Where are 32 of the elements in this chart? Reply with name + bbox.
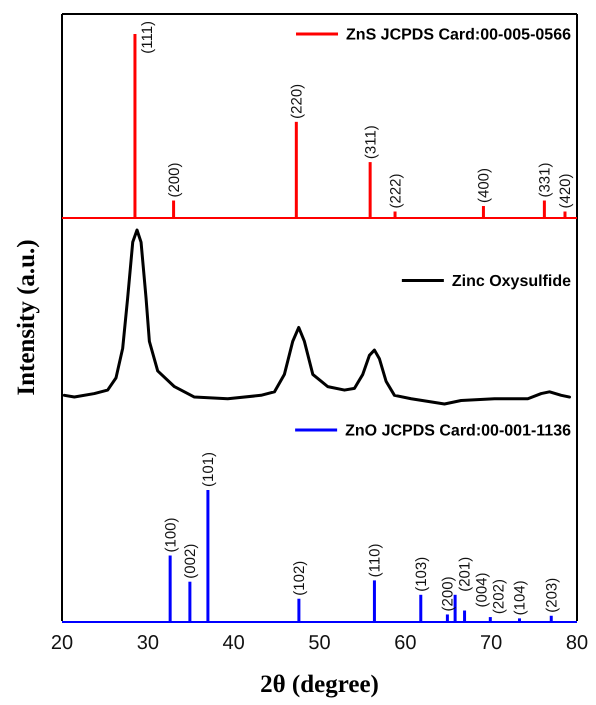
annotation: (200) [440, 576, 457, 612]
annotation: (104) [512, 580, 529, 616]
annotation: (420) [557, 173, 574, 209]
x-axis-title: 2θ (degree) [260, 671, 379, 698]
annotation: (200) [166, 162, 183, 198]
legend-label: Zinc Oxysulfide [452, 273, 572, 290]
annotation: (220) [288, 84, 306, 119]
annotation: (004) [474, 572, 491, 608]
annotation: (002) [182, 544, 200, 579]
x-tick-label: 30 [136, 632, 159, 654]
annotation: (311) [362, 125, 380, 160]
annotation: (201) [456, 556, 474, 592]
x-tick-label: 20 [50, 632, 74, 654]
annotation: (203) [544, 578, 560, 613]
annotation: (331) [536, 162, 554, 198]
annotation: (222) [387, 173, 404, 209]
annotation: (103) [413, 556, 430, 592]
x-tick-label: 40 [222, 632, 245, 654]
annotation: (100) [162, 517, 180, 552]
x-tick-label: 50 [308, 632, 331, 654]
x-tick-label: 60 [394, 632, 416, 654]
annotation: (110) [366, 543, 384, 578]
annotation: (202) [490, 579, 508, 614]
x-tick-label: 70 [480, 632, 502, 654]
annotation: (400) [476, 168, 493, 204]
annotation: (102) [291, 560, 308, 596]
legend-label: ZnO JCPDS Card:00-001-1136 [345, 422, 572, 440]
annotation: (101) [200, 452, 218, 487]
legend-label: ZnS JCPDS Card:00-005-0566 [346, 26, 572, 44]
y-axis-title: Intensity (a.u.) [13, 239, 40, 396]
x-tick-label: 80 [566, 632, 588, 654]
annotation: (111) [139, 20, 156, 54]
